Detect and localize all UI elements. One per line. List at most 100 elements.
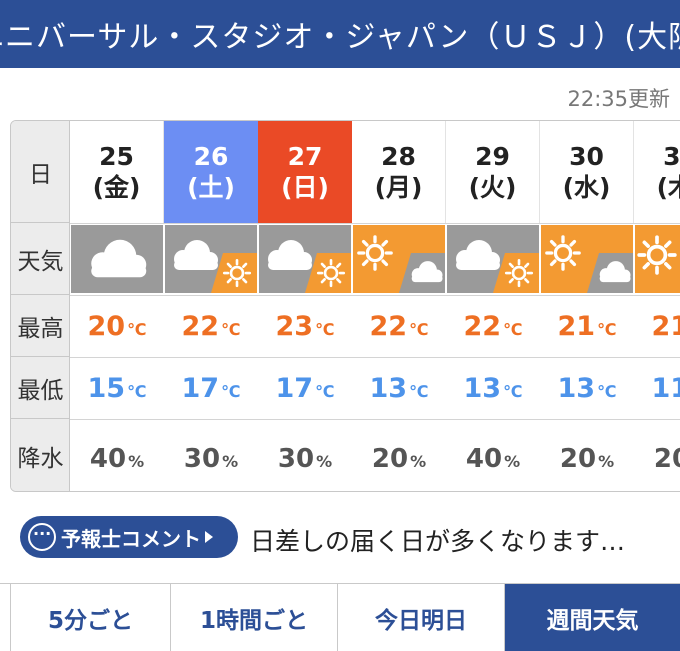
- forecaster-comment-label: 予報士コメント: [61, 526, 201, 551]
- temp-unit: ℃: [503, 320, 523, 339]
- day-of-week: (火): [468, 173, 517, 202]
- sun-icon: [545, 235, 581, 271]
- rain-chance: 30%: [183, 444, 239, 474]
- day-header: 30 (水): [540, 121, 634, 223]
- rain-unit: %: [410, 452, 427, 471]
- row-label-weather: 天気: [11, 223, 70, 295]
- low-temp: 17 ℃: [275, 373, 335, 404]
- low-temp: 13 ℃: [463, 373, 523, 404]
- day-date: 29: [475, 142, 510, 171]
- rain-chance: 20%: [559, 444, 615, 474]
- day-column: 29 (火) 22 ℃ 13 ℃ 40%: [446, 121, 540, 491]
- day-column: 26 (土) 22 ℃ 17 ℃ 30%: [164, 121, 258, 491]
- high-temp: 22 ℃: [369, 311, 429, 342]
- divider: [70, 419, 680, 420]
- day-date: 31: [663, 142, 680, 171]
- forecast-tabs: 5分ごと 1時間ごと 今日明日 週間天気: [0, 583, 680, 651]
- rain-chance: 30%: [277, 444, 333, 474]
- sun-icon: [222, 258, 252, 288]
- day-of-week: (土): [187, 173, 235, 202]
- day-column: 27 (日) 23 ℃ 17 ℃ 30%: [258, 121, 352, 491]
- day-of-week: (水): [562, 173, 611, 202]
- rain-unit: %: [504, 452, 521, 471]
- rain-unit: %: [598, 452, 615, 471]
- tab-5min[interactable]: 5分ごと: [10, 584, 170, 651]
- cloud-icon: [411, 261, 443, 283]
- temp-unit: ℃: [315, 382, 335, 401]
- day-of-week: (月): [374, 173, 423, 202]
- speech-bubble-icon: [28, 523, 56, 551]
- day-date: 26: [193, 142, 229, 171]
- temp-unit: ℃: [221, 382, 241, 401]
- weather-icon: [635, 225, 680, 293]
- low-temp: 13 ℃: [369, 373, 429, 404]
- low-temp: 13 ℃: [557, 373, 617, 404]
- day-header: 26 (土): [164, 121, 258, 223]
- play-arrow-icon: [205, 531, 213, 543]
- row-label-column: 日 天気 最高 最低 降水: [11, 121, 70, 491]
- rain-unit: %: [316, 452, 333, 471]
- high-temp: 23 ℃: [275, 311, 335, 342]
- cloud-icon: [91, 239, 147, 278]
- rain-chance: 20%: [371, 444, 427, 474]
- day-column: 31(木) 21℃ 11℃ 20%: [634, 121, 680, 491]
- rain-unit: %: [128, 452, 145, 471]
- weather-icon: [165, 225, 257, 293]
- weather-icon: [447, 225, 539, 293]
- high-temp: 22 ℃: [181, 311, 241, 342]
- row-label-rain: 降水: [17, 446, 64, 472]
- day-column: 25 (金) 20 ℃ 15 ℃ 40%: [70, 121, 164, 491]
- day-header: 25 (金): [70, 121, 164, 223]
- temp-unit: ℃: [597, 382, 617, 401]
- cloud-icon: [268, 240, 312, 270]
- temp-unit: ℃: [127, 320, 147, 339]
- day-header: 29 (火): [446, 121, 540, 223]
- tab-today-tomorrow[interactable]: 今日明日: [337, 584, 504, 651]
- low-temp: 11℃: [651, 373, 680, 404]
- rain-chance: 20%: [653, 444, 680, 474]
- high-temp: 22 ℃: [463, 311, 523, 342]
- day-of-week: (金): [92, 173, 141, 202]
- sun-icon: [637, 235, 677, 275]
- sun-icon: [357, 235, 393, 271]
- row-label-low: 最低: [11, 357, 70, 419]
- low-temp: 15 ℃: [87, 373, 147, 404]
- high-temp: 21℃: [651, 311, 680, 342]
- row-label-date: 日: [11, 121, 70, 223]
- day-date: 25: [99, 142, 134, 171]
- tab-weekly[interactable]: 週間天気: [504, 584, 680, 651]
- temp-unit: ℃: [409, 382, 429, 401]
- weather-icon: [71, 225, 163, 293]
- rain-chance: 40%: [89, 444, 145, 474]
- forecaster-comment-button[interactable]: 予報士コメント: [20, 516, 238, 558]
- weather-icon: [353, 225, 445, 293]
- day-date: 27: [287, 142, 323, 171]
- divider: [70, 357, 680, 358]
- temp-unit: ℃: [221, 320, 241, 339]
- day-of-week: (木): [656, 173, 680, 202]
- rain-unit: %: [222, 452, 239, 471]
- day-header: 28 (月): [352, 121, 446, 223]
- sun-icon: [316, 258, 346, 288]
- weather-icon: [541, 225, 633, 293]
- cloud-icon: [174, 240, 218, 270]
- temp-unit: ℃: [315, 320, 335, 339]
- cloud-icon: [599, 261, 631, 283]
- divider: [70, 223, 680, 224]
- divider: [70, 295, 680, 296]
- rain-chance: 40%: [465, 444, 521, 474]
- tab-hourly[interactable]: 1時間ごと: [170, 584, 337, 651]
- day-column: 28 (月) 22 ℃ 13 ℃ 20%: [352, 121, 446, 491]
- high-temp: 21℃: [557, 311, 617, 342]
- high-temp: 20 ℃: [87, 311, 147, 342]
- day-of-week: (日): [281, 173, 329, 202]
- cloud-icon: [456, 240, 500, 270]
- header-bar: ユニバーサル・スタジオ・ジャパン（ＵＳＪ）(大阪市: [0, 0, 680, 68]
- forecaster-comment-text[interactable]: 日差しの届く日が多くなります…: [250, 527, 626, 556]
- row-label-high: 最高: [11, 295, 70, 357]
- temp-unit: ℃: [503, 382, 523, 401]
- weekly-forecast-table: 日 天気 最高 最低 降水 25 (金) 20 ℃ 15 ℃ 40% 26 (土) 22 ℃ 17 ℃ 3…: [10, 120, 680, 492]
- temp-unit: ℃: [127, 382, 147, 401]
- low-temp: 17 ℃: [181, 373, 241, 404]
- sun-icon: [504, 258, 534, 288]
